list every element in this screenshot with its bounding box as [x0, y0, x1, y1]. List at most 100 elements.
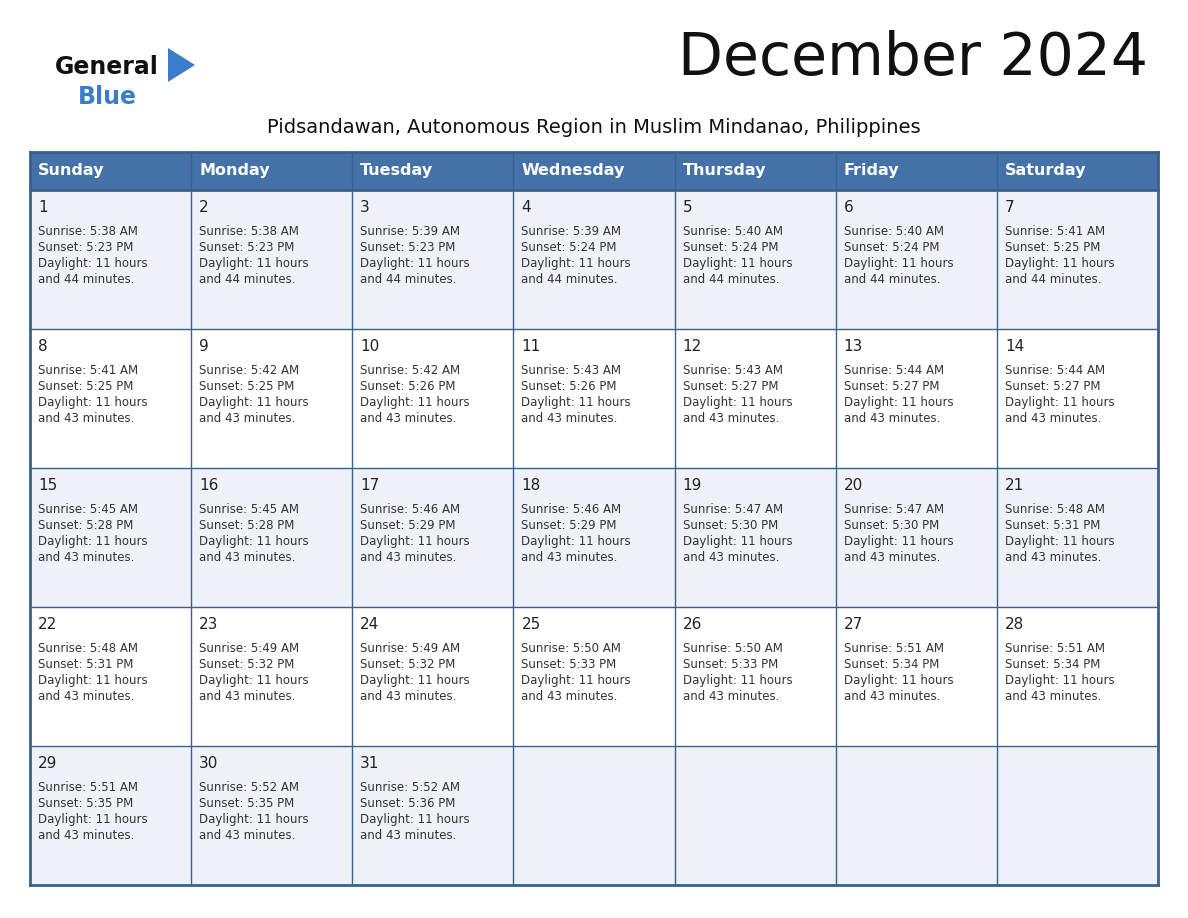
Text: Sunrise: 5:51 AM: Sunrise: 5:51 AM: [1005, 642, 1105, 655]
Text: Sunset: 5:34 PM: Sunset: 5:34 PM: [843, 658, 939, 671]
Text: 28: 28: [1005, 617, 1024, 632]
Text: 25: 25: [522, 617, 541, 632]
Text: Sunset: 5:27 PM: Sunset: 5:27 PM: [1005, 380, 1100, 393]
Text: Thursday: Thursday: [683, 163, 766, 178]
Text: Sunset: 5:23 PM: Sunset: 5:23 PM: [360, 241, 456, 254]
Text: 20: 20: [843, 478, 862, 493]
Text: Sunset: 5:26 PM: Sunset: 5:26 PM: [522, 380, 617, 393]
Bar: [30, 190, 1158, 329]
Text: Sunset: 5:29 PM: Sunset: 5:29 PM: [522, 519, 617, 532]
Text: and 43 minutes.: and 43 minutes.: [38, 690, 134, 703]
Text: Sunset: 5:24 PM: Sunset: 5:24 PM: [683, 241, 778, 254]
Text: Daylight: 11 hours: Daylight: 11 hours: [200, 535, 309, 548]
Text: and 43 minutes.: and 43 minutes.: [38, 551, 134, 564]
Text: 21: 21: [1005, 478, 1024, 493]
Text: Daylight: 11 hours: Daylight: 11 hours: [360, 674, 470, 687]
Text: Sunset: 5:30 PM: Sunset: 5:30 PM: [683, 519, 778, 532]
Text: 26: 26: [683, 617, 702, 632]
Text: Sunrise: 5:40 AM: Sunrise: 5:40 AM: [683, 225, 783, 238]
Text: and 43 minutes.: and 43 minutes.: [360, 690, 456, 703]
Text: Sunset: 5:26 PM: Sunset: 5:26 PM: [360, 380, 456, 393]
Text: Sunrise: 5:39 AM: Sunrise: 5:39 AM: [522, 225, 621, 238]
Text: and 43 minutes.: and 43 minutes.: [200, 412, 296, 425]
Text: 16: 16: [200, 478, 219, 493]
Text: Daylight: 11 hours: Daylight: 11 hours: [200, 257, 309, 270]
Text: Sunset: 5:28 PM: Sunset: 5:28 PM: [200, 519, 295, 532]
Text: Daylight: 11 hours: Daylight: 11 hours: [843, 535, 953, 548]
Text: and 43 minutes.: and 43 minutes.: [843, 551, 940, 564]
Text: Sunrise: 5:38 AM: Sunrise: 5:38 AM: [38, 225, 138, 238]
Bar: [30, 468, 1158, 607]
Text: Daylight: 11 hours: Daylight: 11 hours: [1005, 535, 1114, 548]
Text: Daylight: 11 hours: Daylight: 11 hours: [38, 257, 147, 270]
Text: Sunset: 5:33 PM: Sunset: 5:33 PM: [683, 658, 778, 671]
Text: Sunset: 5:32 PM: Sunset: 5:32 PM: [200, 658, 295, 671]
Text: and 43 minutes.: and 43 minutes.: [200, 551, 296, 564]
Text: Sunrise: 5:50 AM: Sunrise: 5:50 AM: [683, 642, 783, 655]
Text: Saturday: Saturday: [1005, 163, 1086, 178]
Text: 31: 31: [360, 756, 380, 771]
Text: 7: 7: [1005, 200, 1015, 215]
Text: and 44 minutes.: and 44 minutes.: [843, 273, 940, 286]
Text: and 43 minutes.: and 43 minutes.: [200, 829, 296, 842]
Text: Sunrise: 5:51 AM: Sunrise: 5:51 AM: [843, 642, 943, 655]
Text: and 43 minutes.: and 43 minutes.: [522, 412, 618, 425]
Text: Daylight: 11 hours: Daylight: 11 hours: [200, 396, 309, 409]
Text: Sunrise: 5:42 AM: Sunrise: 5:42 AM: [200, 364, 299, 377]
Text: 1: 1: [38, 200, 48, 215]
Text: Sunrise: 5:49 AM: Sunrise: 5:49 AM: [360, 642, 461, 655]
Text: Sunrise: 5:52 AM: Sunrise: 5:52 AM: [200, 781, 299, 794]
Text: Wednesday: Wednesday: [522, 163, 625, 178]
Text: 6: 6: [843, 200, 853, 215]
Text: Sunset: 5:23 PM: Sunset: 5:23 PM: [200, 241, 295, 254]
Text: and 44 minutes.: and 44 minutes.: [38, 273, 134, 286]
Text: 24: 24: [360, 617, 379, 632]
Text: 23: 23: [200, 617, 219, 632]
Text: Sunset: 5:24 PM: Sunset: 5:24 PM: [522, 241, 617, 254]
Text: Daylight: 11 hours: Daylight: 11 hours: [522, 257, 631, 270]
Text: Monday: Monday: [200, 163, 270, 178]
Text: Sunrise: 5:42 AM: Sunrise: 5:42 AM: [360, 364, 461, 377]
Text: and 43 minutes.: and 43 minutes.: [360, 412, 456, 425]
Text: 13: 13: [843, 339, 864, 354]
Text: Sunset: 5:32 PM: Sunset: 5:32 PM: [360, 658, 456, 671]
Text: 11: 11: [522, 339, 541, 354]
Text: and 43 minutes.: and 43 minutes.: [843, 412, 940, 425]
Text: 15: 15: [38, 478, 57, 493]
Text: and 44 minutes.: and 44 minutes.: [200, 273, 296, 286]
Text: and 43 minutes.: and 43 minutes.: [683, 690, 779, 703]
Text: 29: 29: [38, 756, 57, 771]
Text: Daylight: 11 hours: Daylight: 11 hours: [360, 396, 470, 409]
Text: and 44 minutes.: and 44 minutes.: [683, 273, 779, 286]
Bar: [30, 746, 1158, 885]
Bar: [30, 329, 1158, 468]
Text: 22: 22: [38, 617, 57, 632]
Text: Sunrise: 5:39 AM: Sunrise: 5:39 AM: [360, 225, 460, 238]
Text: Daylight: 11 hours: Daylight: 11 hours: [200, 674, 309, 687]
Polygon shape: [168, 48, 195, 82]
Text: Sunset: 5:30 PM: Sunset: 5:30 PM: [843, 519, 939, 532]
Text: Daylight: 11 hours: Daylight: 11 hours: [522, 535, 631, 548]
Text: Sunrise: 5:46 AM: Sunrise: 5:46 AM: [360, 503, 461, 516]
Text: Daylight: 11 hours: Daylight: 11 hours: [360, 535, 470, 548]
Bar: [30, 607, 1158, 746]
Text: Sunrise: 5:43 AM: Sunrise: 5:43 AM: [683, 364, 783, 377]
Text: Sunset: 5:27 PM: Sunset: 5:27 PM: [843, 380, 940, 393]
Text: 5: 5: [683, 200, 693, 215]
Text: Sunrise: 5:49 AM: Sunrise: 5:49 AM: [200, 642, 299, 655]
Text: 18: 18: [522, 478, 541, 493]
Text: and 44 minutes.: and 44 minutes.: [522, 273, 618, 286]
Text: Daylight: 11 hours: Daylight: 11 hours: [200, 813, 309, 826]
Text: Sunrise: 5:41 AM: Sunrise: 5:41 AM: [38, 364, 138, 377]
Text: Daylight: 11 hours: Daylight: 11 hours: [843, 396, 953, 409]
Text: Sunday: Sunday: [38, 163, 105, 178]
Text: and 43 minutes.: and 43 minutes.: [38, 829, 134, 842]
Text: Pidsandawan, Autonomous Region in Muslim Mindanao, Philippines: Pidsandawan, Autonomous Region in Muslim…: [267, 118, 921, 137]
Text: and 43 minutes.: and 43 minutes.: [1005, 412, 1101, 425]
Text: 17: 17: [360, 478, 379, 493]
Text: 8: 8: [38, 339, 48, 354]
Text: 10: 10: [360, 339, 379, 354]
Text: 9: 9: [200, 339, 209, 354]
Text: General: General: [55, 55, 159, 79]
Text: Daylight: 11 hours: Daylight: 11 hours: [843, 674, 953, 687]
